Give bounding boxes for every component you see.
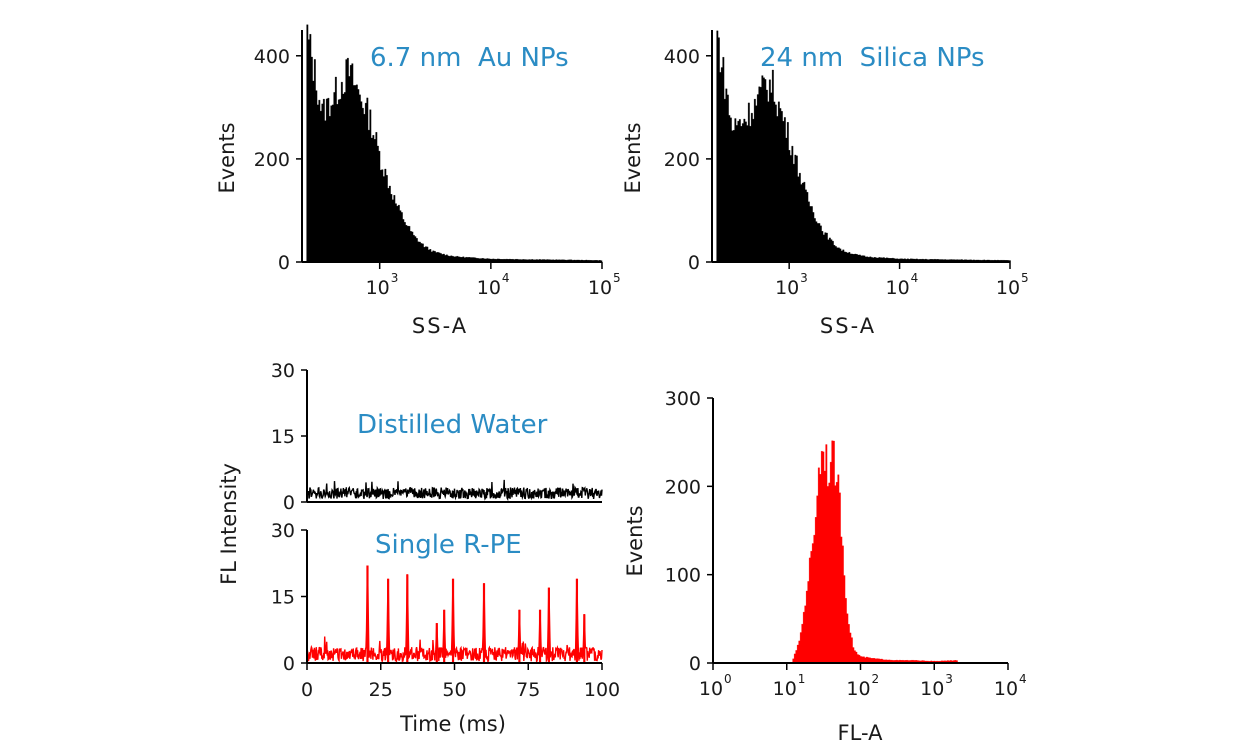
fl-y-tick-label: 300 — [665, 388, 701, 410]
fl-histogram-bins — [792, 440, 958, 664]
au-y-axis-label: Events — [215, 122, 239, 193]
fl-x-tick-exponent: 3 — [945, 672, 953, 686]
rpe-ticks: 0 15 30 0 25 50 75 100 — [271, 520, 620, 701]
fl-x-tick-label: 10 — [994, 678, 1018, 700]
water-y-tick-label: 0 — [283, 492, 295, 514]
au-x-axis-label: SS-A — [412, 314, 468, 338]
rpe-y-tick-label: 15 — [271, 587, 295, 609]
fl-x-tick-label: 10 — [846, 678, 870, 700]
fl-x-axis-label: FL-A — [838, 721, 884, 745]
au-x-tick-label: 10 — [588, 277, 612, 299]
silica-x-tick-label: 10 — [775, 277, 799, 299]
rpe-trace-panel: 0 15 30 0 25 50 75 100 Single R-PE FL Intensity… — [217, 463, 620, 736]
silica-y-tick-label: 200 — [664, 149, 700, 171]
rpe-trace-line — [306, 565, 603, 664]
silica-y-tick-label: 400 — [664, 46, 700, 68]
silica-x-tick-label: 10 — [885, 277, 909, 299]
rpe-y-tick-label: 30 — [271, 520, 295, 542]
au-y-tick-label: 0 — [278, 252, 290, 274]
rpe-trace — [306, 565, 603, 664]
rpe-y-tick-label: 0 — [283, 653, 295, 675]
au-histogram-bins — [306, 24, 603, 263]
au-x-tick-exponent: 3 — [391, 271, 399, 285]
water-ticks: 0 15 30 — [271, 360, 307, 514]
silica-x-tick-exponent: 5 — [1021, 271, 1029, 285]
fl-x-tick-label: 10 — [773, 678, 797, 700]
au-y-tick-label: 200 — [254, 149, 290, 171]
time-axis-label: Time (ms) — [399, 712, 506, 736]
au-x-tick-exponent: 5 — [613, 271, 621, 285]
water-trace-line — [306, 479, 603, 502]
silica-histogram-bins — [716, 30, 1011, 263]
rpe-x-tick-label: 25 — [369, 679, 393, 701]
fl-y-tick-label: 200 — [665, 476, 701, 498]
fl-intensity-axis-label: FL Intensity — [217, 463, 241, 585]
fl-x-tick-exponent: 0 — [724, 672, 732, 686]
au-x-tick-exponent: 4 — [502, 271, 510, 285]
au-x-tick-label: 10 — [477, 277, 501, 299]
fl-histogram-bars — [792, 440, 958, 664]
fl-x-tick-exponent: 2 — [872, 672, 880, 686]
rpe-x-tick-label: 50 — [442, 679, 466, 701]
fl-x-tick-exponent: 1 — [798, 672, 806, 686]
water-trace — [306, 479, 603, 502]
silica-x-tick-label: 10 — [996, 277, 1020, 299]
fl-x-tick-exponent: 4 — [1019, 672, 1027, 686]
au-x-tick-label: 10 — [366, 277, 390, 299]
rpe-annotation: Single R-PE — [375, 530, 522, 560]
silica-x-tick-exponent: 3 — [800, 271, 808, 285]
water-y-tick-label: 15 — [271, 426, 295, 448]
fl-y-axis-label: Events — [623, 505, 647, 576]
silica-y-tick-label: 0 — [688, 252, 700, 274]
au-annotation: 6.7 nm Au NPs — [370, 43, 569, 73]
silica-x-tick-exponent: 4 — [911, 271, 919, 285]
silica-y-axis-label: Events — [621, 122, 645, 193]
rpe-x-tick-label: 100 — [584, 679, 620, 701]
fl-y-tick-label: 0 — [689, 653, 701, 675]
rpe-x-tick-label: 75 — [516, 679, 540, 701]
water-y-tick-label: 30 — [271, 360, 295, 382]
rpe-x-tick-label: 0 — [301, 679, 313, 701]
silica-annotation: 24 nm Silica NPs — [760, 43, 985, 73]
silica-x-axis-label: SS-A — [820, 314, 876, 338]
water-annotation: Distilled Water — [357, 410, 548, 440]
water-trace-panel: 0 15 30 Distilled Water — [271, 360, 603, 514]
au-y-tick-label: 400 — [254, 46, 290, 68]
fl-y-tick-label: 100 — [665, 565, 701, 587]
silica-histogram-bars — [716, 30, 1011, 263]
au-histogram-bars — [306, 24, 603, 263]
fl-x-tick-label: 10 — [699, 678, 723, 700]
fl-x-tick-label: 10 — [920, 678, 944, 700]
